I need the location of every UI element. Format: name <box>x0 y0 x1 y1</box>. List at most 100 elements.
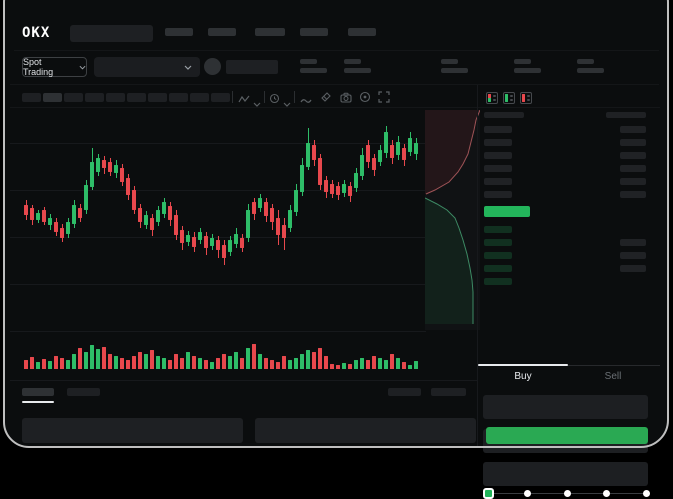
candle <box>36 213 40 220</box>
volume-bar <box>54 356 58 369</box>
nav-item-skeleton[interactable] <box>255 28 285 36</box>
ask-row[interactable] <box>484 136 646 149</box>
orders-action-skeleton[interactable] <box>431 388 466 396</box>
candlestick-chart[interactable] <box>10 110 426 375</box>
timeframe-button[interactable] <box>169 93 188 102</box>
bid-row[interactable] <box>484 236 646 249</box>
timeframe-button[interactable] <box>148 93 167 102</box>
timeframe-button[interactable] <box>64 93 83 102</box>
volume-bar <box>174 354 178 369</box>
orders-action-skeleton[interactable] <box>388 388 421 396</box>
buy-submit-button[interactable] <box>486 427 648 444</box>
candle <box>144 215 148 225</box>
slider-stop[interactable] <box>603 490 610 497</box>
slider-handle[interactable] <box>483 488 494 499</box>
candle <box>408 138 412 152</box>
candle <box>258 198 262 208</box>
nav-item-skeleton[interactable] <box>208 28 236 36</box>
chart-settings-icon[interactable] <box>359 90 371 108</box>
ask-row[interactable] <box>484 149 646 162</box>
timeframe-button[interactable] <box>43 93 62 102</box>
tab-sell[interactable]: Sell <box>568 366 658 387</box>
book-amount-header-skeleton <box>606 112 646 118</box>
candle <box>222 245 226 258</box>
candle <box>348 186 352 196</box>
timeframe-button[interactable] <box>85 93 104 102</box>
volume-bar <box>414 361 418 369</box>
timeframe-button[interactable] <box>106 93 125 102</box>
orders-panel-skeleton <box>255 418 476 443</box>
book-bids-only-icon[interactable] <box>503 92 515 104</box>
volume-bar <box>234 352 238 369</box>
price-input-skeleton[interactable] <box>483 395 648 419</box>
bid-row[interactable] <box>484 223 646 236</box>
nav-item-skeleton[interactable] <box>300 28 328 36</box>
chevron-down-icon <box>79 65 86 70</box>
volume-bar <box>126 360 130 369</box>
ask-row[interactable] <box>484 123 646 136</box>
tab-buy[interactable]: Buy <box>478 366 568 387</box>
ask-row[interactable] <box>484 188 646 201</box>
gridline <box>10 284 426 285</box>
bid-row[interactable] <box>484 262 646 275</box>
volume-bar <box>366 360 370 369</box>
nav-item-skeleton[interactable] <box>165 28 193 36</box>
timeframe-button[interactable] <box>127 93 146 102</box>
slider-stop[interactable] <box>563 490 571 497</box>
fullscreen-icon[interactable] <box>378 90 390 108</box>
last-price-badge[interactable] <box>484 206 530 217</box>
volume-bar <box>114 356 118 369</box>
book-asks-only-icon[interactable] <box>520 92 532 104</box>
interval-chevron-icon[interactable] <box>283 94 291 112</box>
percent-slider[interactable] <box>483 488 650 499</box>
interval-clock-icon[interactable] <box>269 91 280 109</box>
total-input-skeleton[interactable] <box>483 462 648 486</box>
candle <box>240 238 244 248</box>
screenshot-camera-icon[interactable] <box>340 90 352 108</box>
drawing-tools-icon[interactable] <box>320 90 332 108</box>
timeframe-button[interactable] <box>190 93 209 102</box>
volume-bar <box>240 358 244 369</box>
chevron-down-icon <box>184 65 192 70</box>
candle <box>372 158 376 170</box>
bid-row[interactable] <box>484 249 646 262</box>
pair-selector-dropdown[interactable] <box>94 57 200 77</box>
depth-ask-area <box>425 110 480 194</box>
search-input[interactable] <box>70 25 153 42</box>
ask-row[interactable] <box>484 162 646 175</box>
orders-tab-active[interactable] <box>22 388 54 396</box>
timeframe-button[interactable] <box>22 93 41 102</box>
candle <box>264 202 268 216</box>
book-combined-view-icon[interactable] <box>486 92 498 104</box>
candle <box>72 205 76 224</box>
indicators-icon[interactable] <box>238 91 250 109</box>
volume-bar <box>138 352 142 369</box>
candle <box>126 178 130 195</box>
slider-stop[interactable] <box>642 490 650 497</box>
candle <box>210 238 214 246</box>
market-type-dropdown[interactable]: Spot Trading <box>22 57 87 77</box>
candle <box>396 142 400 155</box>
volume-bar <box>390 354 394 369</box>
candle <box>282 225 286 238</box>
volume-bar <box>282 356 286 369</box>
okx-logo: OKX <box>22 25 51 41</box>
orders-tab[interactable] <box>67 388 100 396</box>
volume-bar <box>258 354 262 369</box>
bid-row[interactable] <box>484 275 646 288</box>
ask-row[interactable] <box>484 175 646 188</box>
volume-bar <box>120 358 124 369</box>
candle <box>168 206 172 220</box>
timeframe-button[interactable] <box>211 93 230 102</box>
volume-bar <box>192 356 196 369</box>
slider-stop[interactable] <box>524 490 531 497</box>
line-style-icon[interactable] <box>300 92 312 110</box>
orders-tab-indicator <box>22 401 54 403</box>
candle <box>42 210 46 222</box>
indicators-chevron-icon[interactable] <box>253 94 261 112</box>
nav-item-skeleton[interactable] <box>348 28 376 36</box>
volume-bar <box>90 345 94 369</box>
candle <box>246 210 250 238</box>
candle <box>294 190 298 212</box>
candle <box>24 205 28 215</box>
